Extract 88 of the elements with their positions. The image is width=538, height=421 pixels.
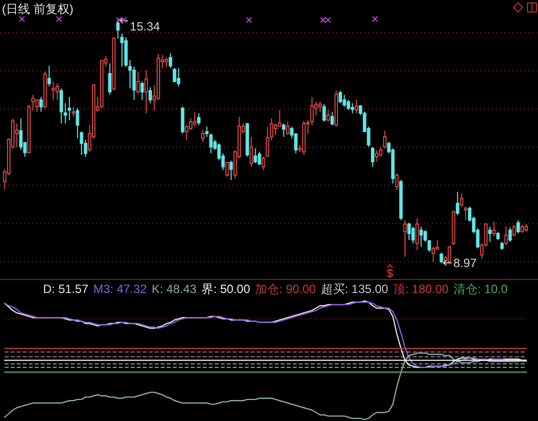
- candlestick: [35, 98, 39, 112]
- candlestick: [225, 161, 229, 178]
- candlestick: [415, 218, 419, 250]
- candlestick: [80, 131, 84, 156]
- candlestick: [492, 221, 496, 238]
- candlestick: [148, 86, 152, 104]
- candlestick: [144, 70, 148, 114]
- candlestick: [172, 68, 176, 83]
- candlestick: [419, 226, 423, 248]
- candlestick: [428, 239, 431, 252]
- candlestick: [250, 136, 254, 168]
- candlestick: [201, 130, 205, 142]
- candlestick: [512, 224, 516, 238]
- candlestick: [350, 102, 354, 114]
- candlestick: [488, 226, 492, 242]
- candlestick: [193, 111, 196, 128]
- candlestick: [399, 180, 403, 221]
- candlestick: [60, 88, 64, 124]
- candlestick: [180, 106, 184, 134]
- candlestick: [452, 210, 456, 246]
- chart-title: (日线 前复权): [2, 2, 74, 16]
- candlestick: [246, 122, 250, 158]
- annotation: 8.97: [453, 256, 478, 270]
- candlestick: [411, 226, 415, 244]
- text: 界: 50.00: [201, 282, 250, 296]
- candlestick: [330, 111, 334, 126]
- candlestick: [464, 206, 468, 221]
- candlestick: [374, 149, 378, 162]
- candlestick: [496, 231, 500, 240]
- candlestick: [318, 101, 322, 112]
- candlestick: [176, 68, 180, 88]
- candlestick: [379, 146, 382, 158]
- candlestick: [282, 123, 286, 138]
- legend-label: 超买: 135.00: [320, 282, 388, 296]
- candlestick: [302, 120, 306, 156]
- candlestick: [168, 52, 172, 69]
- candlestick: [310, 96, 314, 126]
- candlestick: [31, 94, 35, 111]
- candlestick: [39, 96, 43, 112]
- candlestick: [229, 160, 233, 181]
- series-label: D: 51.57: [43, 282, 88, 296]
- candlestick: [136, 71, 140, 94]
- candlestick: [456, 191, 460, 216]
- candlestick: [520, 224, 524, 234]
- candlestick: [370, 146, 374, 168]
- candlestick: [500, 241, 504, 250]
- candlestick: [504, 226, 508, 246]
- candlestick: [164, 56, 168, 68]
- candlestick: [47, 65, 51, 88]
- candlestick: [108, 62, 112, 96]
- candlestick: [43, 71, 47, 109]
- candlestick: [100, 60, 104, 109]
- candlestick: [56, 82, 59, 100]
- candlestick: [407, 222, 411, 240]
- candlestick: [76, 108, 80, 139]
- candlestick: [254, 148, 258, 164]
- candlestick: [395, 173, 399, 190]
- candlestick: [342, 94, 346, 108]
- candlestick: [508, 226, 512, 242]
- text: 加仓: 90.00: [255, 282, 316, 296]
- candlestick: [383, 130, 386, 149]
- candlestick: [52, 81, 55, 100]
- candlestick: [197, 112, 200, 126]
- candlestick: [72, 106, 76, 118]
- text: 清仓: 10.0: [454, 282, 508, 296]
- text: K: 48.43: [152, 282, 196, 296]
- candlestick: [460, 192, 464, 208]
- candlestick: [326, 110, 330, 122]
- candlestick: [346, 99, 350, 111]
- candlestick: [286, 121, 290, 136]
- legend-label: 顶: 180.00: [393, 282, 449, 296]
- candlestick: [27, 104, 31, 154]
- candlestick: [338, 90, 342, 104]
- candlestick: [262, 156, 266, 171]
- candlestick: [334, 90, 338, 128]
- candlestick: [112, 36, 116, 90]
- candlestick: [524, 223, 528, 232]
- text: M3: 47.32: [93, 282, 147, 296]
- annotation: 15.34: [130, 20, 160, 34]
- candlestick: [140, 81, 144, 100]
- candlestick: [440, 252, 444, 264]
- candlestick: [354, 99, 358, 114]
- candlestick: [516, 220, 520, 234]
- candlestick: [258, 151, 262, 166]
- candlestick: [322, 104, 326, 122]
- candlestick: [124, 36, 128, 68]
- candlestick: [403, 220, 407, 258]
- candlestick: [68, 96, 72, 121]
